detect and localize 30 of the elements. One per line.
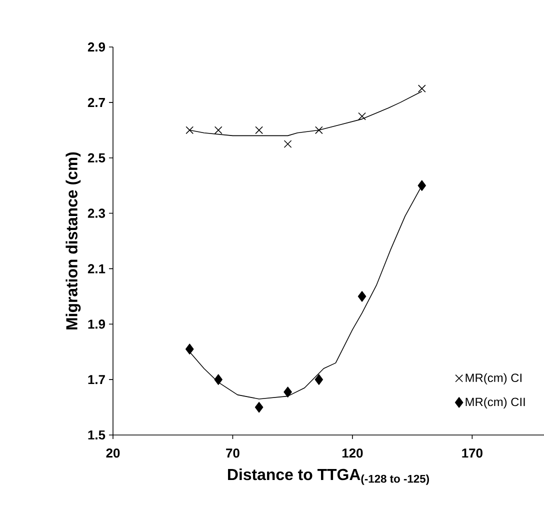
point: [255, 126, 263, 134]
x-axis-title: Distance to TTGA$_{(-128 to -125)}$: [228, 468, 429, 485]
y-tick-label: 1.7: [88, 375, 105, 384]
legend-label: MR(cm) CI: [466, 373, 522, 384]
point: [214, 374, 222, 385]
y-tick-label: 2.7: [88, 98, 105, 107]
point: [185, 344, 194, 354]
point: [358, 112, 366, 120]
y-tick-label: 2.1: [88, 264, 106, 274]
x-tick-label: 20: [106, 448, 120, 458]
point: [214, 126, 222, 134]
point: [254, 402, 264, 413]
point: [314, 374, 324, 385]
point: [315, 126, 323, 134]
legend-label: MR(cm) CII: [466, 397, 525, 409]
y-tick-label: 2.5: [88, 153, 106, 162]
y-tick-label: 2.3: [88, 208, 106, 218]
point: [284, 140, 292, 148]
point: [186, 126, 194, 134]
point: [358, 291, 366, 302]
point: [418, 84, 426, 92]
y-tick-label: 2.9: [88, 42, 106, 52]
y-axis-title: Migration distance (cm): [66, 152, 81, 330]
point: [284, 386, 292, 398]
point: [418, 180, 426, 191]
x-tick-label: 170: [462, 448, 482, 458]
x-tick-label: 70: [226, 448, 240, 458]
y-tick-label: 1.5: [88, 430, 106, 440]
y-tick-label: 1.9: [88, 320, 106, 329]
x-tick-label: 120: [342, 448, 363, 458]
